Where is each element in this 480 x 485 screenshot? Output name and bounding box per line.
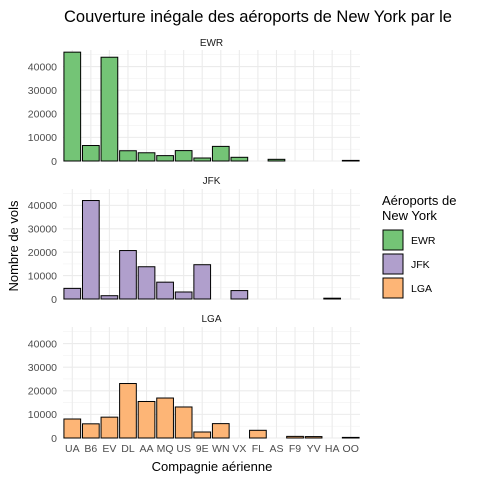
bar-lga-mq (156, 397, 174, 439)
x-tick-label: AA (140, 443, 154, 455)
bar-lga-ua (63, 418, 82, 439)
panel-background (63, 189, 360, 299)
legend-key-lga (382, 277, 404, 299)
x-tick-label: US (176, 443, 191, 455)
y-tick-label: 0 (51, 156, 57, 168)
legend-label-jfk: JFK (411, 259, 430, 271)
y-tick-label: 10000 (28, 270, 57, 282)
bar-ewr-ua (63, 51, 82, 162)
bar-ewr-ev (100, 56, 119, 162)
legend-title: Aéroports de (382, 193, 456, 208)
x-tick-label: WN (212, 443, 230, 455)
y-tick-label: 30000 (28, 362, 57, 374)
facet-panel-lga: LGA 0 10000 20000 30000 40000 (28, 314, 360, 445)
y-tick-label: 20000 (28, 386, 57, 398)
facet-label: LGA (201, 314, 221, 325)
bar-ewr-b6 (81, 145, 100, 162)
bar-jfk-dl (119, 250, 137, 300)
bar-ewr-dl (119, 150, 137, 162)
x-tick-label: B6 (84, 443, 97, 455)
y-tick-label: 20000 (28, 109, 57, 121)
facet-label: JFK (203, 176, 221, 187)
y-tick-label: 30000 (28, 85, 57, 97)
bar-ewr-9e (193, 157, 212, 162)
x-tick-label: MQ (157, 443, 174, 455)
x-tick-label: EV (102, 443, 116, 455)
x-tick-label: HA (325, 443, 340, 455)
bar-jfk-us (174, 291, 193, 300)
bar-lga-fl (249, 429, 267, 439)
y-tick-label: 40000 (28, 338, 57, 350)
bar-jfk-aa (137, 266, 156, 300)
bar-jfk-b6 (81, 200, 100, 300)
bar-lga-yv (304, 436, 323, 439)
bar-jfk-ha (323, 297, 342, 300)
x-tick-label: F9 (289, 443, 301, 455)
facet-panel-jfk: JFK 0 10000 20000 30000 40000 (28, 176, 360, 306)
x-tick-label: FL (252, 443, 264, 455)
bar-jfk-ua (63, 287, 82, 300)
bar-lga-aa (137, 400, 156, 439)
x-tick-label: DL (121, 443, 135, 455)
x-axis-ticks: UA B6 EV DL AA MQ US 9E WN VX FL AS F9 YV HA OO (65, 443, 359, 455)
y-tick-label: 40000 (28, 200, 57, 212)
bar-lga-ev (100, 416, 119, 439)
bar-lga-us (174, 406, 193, 439)
x-axis-title: Compagnie aérienne (152, 459, 273, 474)
bar-lga-b6 (81, 423, 100, 439)
bar-jfk-9e (193, 264, 212, 300)
bar-ewr-vx (230, 156, 249, 162)
y-tick-label: 30000 (28, 224, 57, 236)
bar-ewr-oo (341, 159, 360, 162)
facet-label: EWR (200, 38, 223, 49)
x-tick-label: YV (307, 443, 321, 455)
bar-jfk-mq (156, 281, 174, 300)
x-tick-label: AS (269, 443, 283, 455)
chart-title: Couverture inégale des aéroports de New … (64, 8, 452, 26)
facet-panel-ewr: EWR 0 10000 20000 30000 40000 (28, 38, 360, 168)
y-tick-label: 40000 (28, 61, 57, 73)
y-tick-label: 0 (51, 294, 57, 306)
bar-lga-oo (341, 436, 360, 439)
legend-key-ewr (382, 229, 404, 251)
y-tick-label: 10000 (28, 132, 57, 144)
bar-ewr-aa (137, 152, 156, 162)
bar-jfk-ev (100, 295, 119, 300)
bar-lga-wn (211, 423, 230, 439)
y-tick-label: 0 (51, 433, 57, 445)
y-tick-label: 20000 (28, 247, 57, 259)
x-tick-label: 9E (196, 443, 209, 455)
x-tick-label: OO (343, 443, 359, 455)
x-tick-label: VX (232, 443, 246, 455)
facet-panels: EWR 0 10000 20000 30000 40000 JFK 0 10000 20000 30… (28, 38, 360, 445)
bar-lga-f9 (286, 435, 304, 439)
y-tick-label: 10000 (28, 409, 57, 421)
bar-ewr-as (267, 158, 286, 162)
bar-lga-dl (119, 383, 137, 439)
bar-ewr-wn (211, 145, 230, 162)
bar-ewr-us (174, 150, 193, 162)
bar-ewr-mq (156, 155, 174, 162)
legend-key-jfk (382, 253, 404, 275)
bar-lga-9e (193, 431, 212, 439)
legend-label-ewr: EWR (411, 235, 436, 247)
legend-label-lga: LGA (411, 283, 432, 295)
x-tick-label: UA (65, 443, 80, 455)
y-axis-title: Nombre de vols (6, 200, 21, 292)
legend-title: New York (382, 208, 437, 223)
bar-jfk-vx (230, 290, 249, 300)
